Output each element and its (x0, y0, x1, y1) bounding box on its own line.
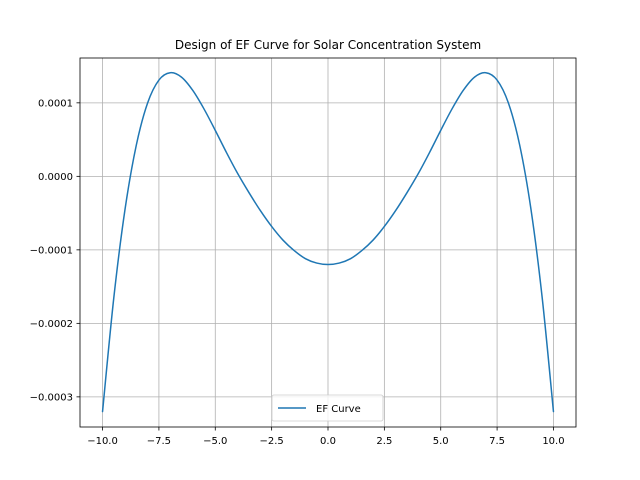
y-tick-label: −0.0001 (30, 245, 73, 256)
legend: EF Curve (271, 394, 384, 422)
series-line-ef-curve (101, 71, 555, 413)
x-tick-label: 5.0 (433, 436, 449, 447)
x-tick-label: 7.5 (489, 436, 505, 447)
y-tick-label: −0.0002 (30, 319, 73, 330)
x-tick-label: 2.5 (376, 436, 392, 447)
x-tick-label: −5.0 (203, 436, 227, 447)
y-tick-label: 0.0001 (38, 98, 73, 109)
y-tick-label: −0.0003 (30, 392, 73, 403)
series-group (101, 71, 555, 413)
x-tick-label: 10.0 (542, 436, 564, 447)
chart-title: Design of EF Curve for Solar Concentrati… (175, 38, 481, 52)
x-tick-label: 0.0 (320, 436, 336, 447)
x-tick-label: −2.5 (259, 436, 283, 447)
x-tick-label: −7.5 (147, 436, 171, 447)
y-tick-label: 0.0000 (38, 172, 73, 183)
y-axis: −0.0003 −0.0002 −0.0001 0.0000 0.0001 (30, 98, 80, 403)
legend-label: EF Curve (316, 404, 361, 415)
grid (80, 58, 576, 427)
legend-box (271, 394, 384, 422)
x-axis: −10.0 −7.5 −5.0 −2.5 0.0 2.5 5.0 7.5 10.0 (87, 427, 565, 447)
x-tick-label: −10.0 (87, 436, 118, 447)
